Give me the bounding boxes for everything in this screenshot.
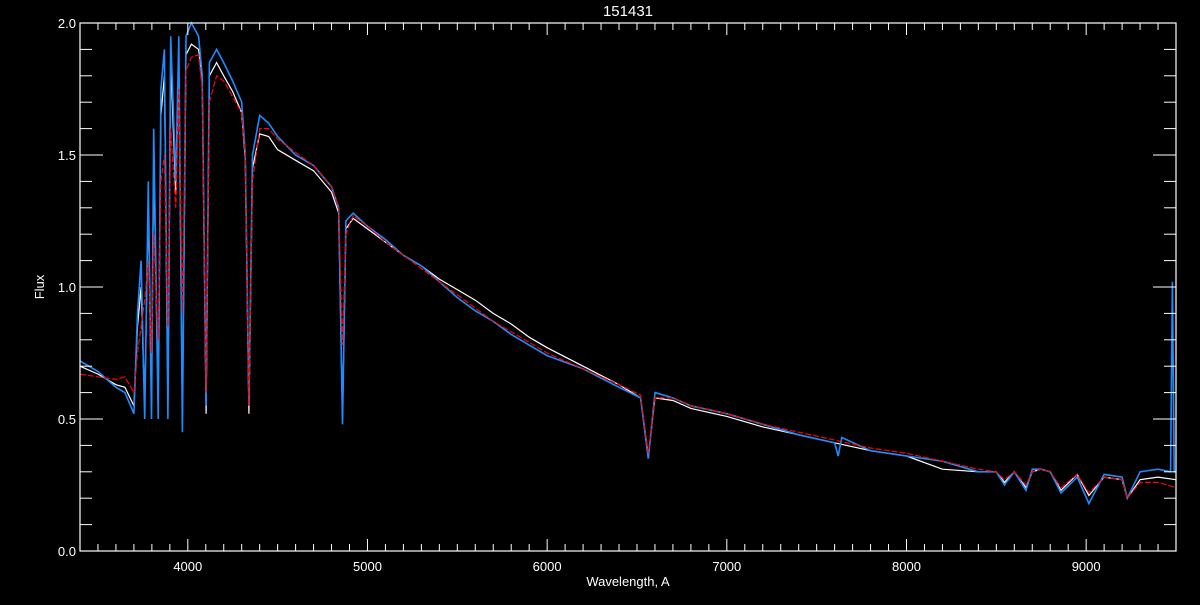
y-tick-label: 0.5 xyxy=(58,412,76,427)
y-tick-label: 1.5 xyxy=(58,148,76,163)
y-tick-label: 1.0 xyxy=(58,280,76,295)
series-line-2 xyxy=(79,53,1177,500)
series-layer xyxy=(79,21,1177,506)
x-tick-label: 5000 xyxy=(353,559,382,574)
y-tick-label: 0.0 xyxy=(58,544,76,559)
series-line-1 xyxy=(79,21,1176,506)
series-line-0 xyxy=(79,43,1177,500)
y-axis-label: Flux xyxy=(32,274,47,299)
x-tick-label: 4000 xyxy=(173,559,202,574)
x-tick-label: 6000 xyxy=(533,559,562,574)
x-tick-label: 8000 xyxy=(892,559,921,574)
axes-layer: 4000 5000 6000 7000 8000 9000 0.0 0.5 1.0 1.5 2.0 xyxy=(58,16,1177,574)
x-axis-label: Wavelength, A xyxy=(586,574,670,589)
y-tick-label: 2.0 xyxy=(58,16,76,31)
plot-frame xyxy=(79,22,1177,552)
x-tick-label: 9000 xyxy=(1072,559,1101,574)
x-tick-label: 7000 xyxy=(712,559,741,574)
chart-title: 151431 xyxy=(603,3,653,20)
